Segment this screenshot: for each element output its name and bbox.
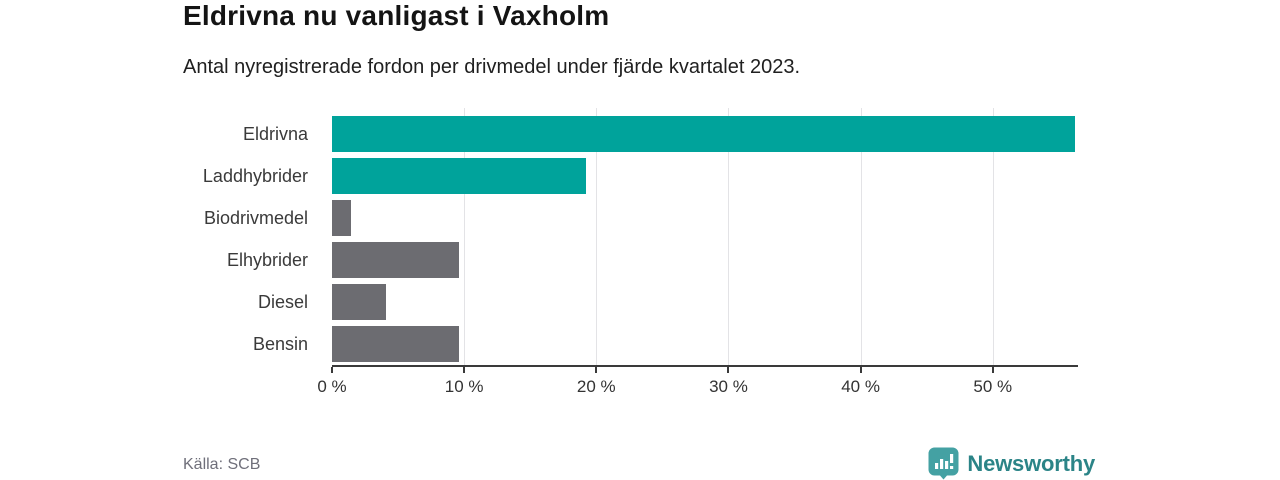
category-label: Diesel	[257, 292, 308, 312]
x-axis-tick-label: 30 %	[709, 377, 748, 396]
gridline	[860, 108, 862, 365]
x-axis-line	[332, 365, 1078, 367]
category-label: Laddhybrider	[202, 166, 308, 186]
x-axis-tick	[463, 367, 466, 373]
x-axis-tick	[727, 367, 730, 373]
x-axis-tick	[859, 367, 862, 373]
bar	[332, 158, 586, 194]
x-axis-tick	[331, 367, 333, 373]
bar	[332, 284, 387, 320]
newsworthy-logo-text: Newsworthy	[967, 450, 1095, 476]
bar	[332, 116, 1075, 152]
x-axis-tick-label: 20 %	[576, 377, 616, 396]
x-axis-tick-label: 0 %	[317, 377, 347, 396]
bar-chart: Eldrivna Laddhybrider Biodrivmedel Elhybrid…	[0, 100, 1280, 400]
x-axis-tick-label: 10 %	[444, 377, 484, 396]
category-label: Biodrivmedel	[203, 208, 308, 228]
gridline	[992, 108, 994, 365]
chart-subtitle: Antal nyregistrerade fordon per drivmede…	[183, 56, 801, 78]
bar	[332, 326, 459, 362]
x-axis-tick	[595, 367, 598, 373]
source-text: Källa: SCB	[183, 456, 261, 473]
category-label: Elhybrider	[226, 250, 308, 270]
gridline	[728, 108, 730, 365]
category-label: Eldrivna	[242, 124, 308, 144]
newsworthy-logo: Newsworthy	[928, 447, 1095, 480]
x-axis-tick-label: 40 %	[841, 377, 880, 396]
x-axis-tick	[991, 367, 994, 373]
gridline	[464, 108, 466, 365]
category-label: Bensin	[252, 334, 308, 354]
x-axis-tick-label: 50 %	[973, 377, 1013, 396]
bar	[332, 242, 459, 278]
page-title: Eldrivna nu vanligast i Vaxholm	[183, 0, 610, 31]
bar	[332, 200, 351, 236]
newsworthy-logo-icon	[928, 447, 959, 480]
gridline	[596, 108, 598, 365]
